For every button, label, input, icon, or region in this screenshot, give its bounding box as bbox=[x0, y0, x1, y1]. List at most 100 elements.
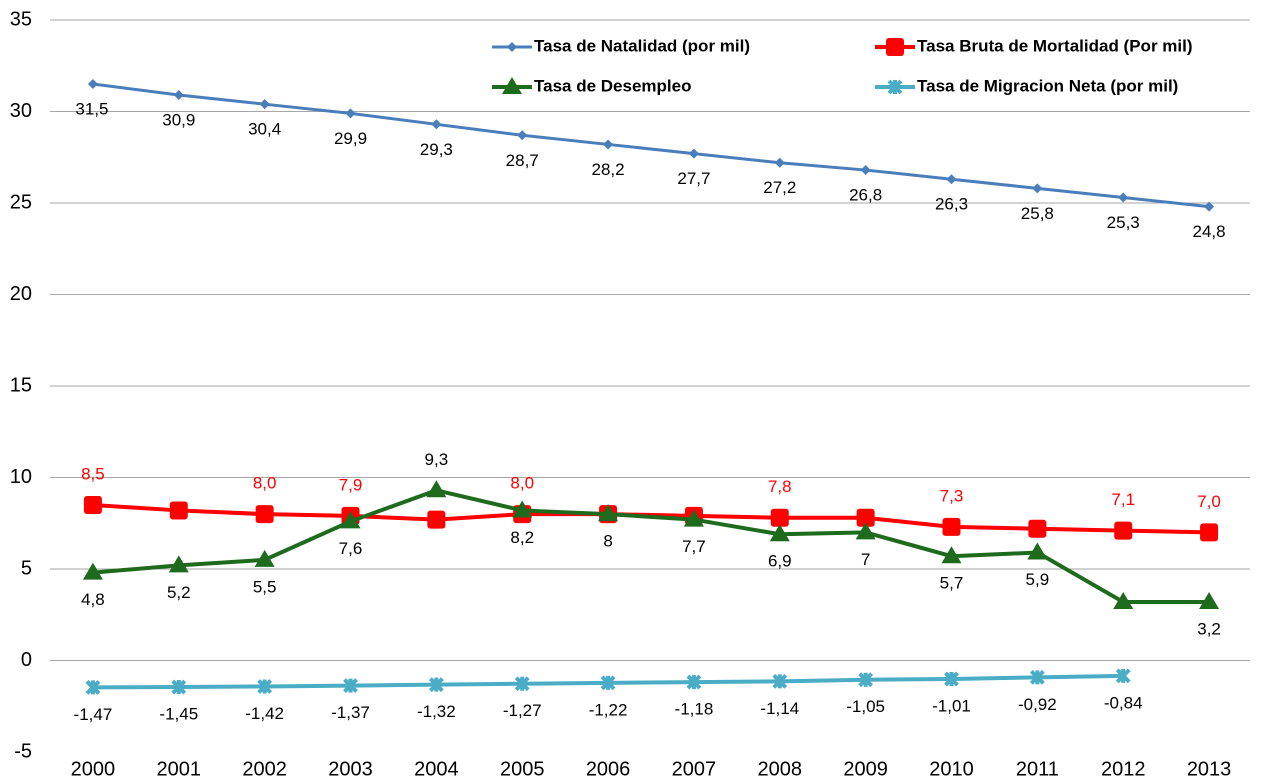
data-label: 8,2 bbox=[510, 528, 534, 547]
marker bbox=[860, 165, 871, 176]
marker bbox=[431, 119, 442, 130]
data-label: 7,3 bbox=[940, 486, 964, 505]
marker bbox=[507, 42, 517, 52]
data-label: -1,18 bbox=[675, 700, 714, 719]
marker bbox=[770, 508, 789, 527]
data-label: 30,9 bbox=[162, 111, 195, 130]
marker bbox=[82, 562, 103, 580]
data-label: -0,84 bbox=[1104, 693, 1143, 712]
marker bbox=[858, 672, 874, 688]
marker bbox=[255, 505, 274, 524]
data-label: 27,7 bbox=[677, 169, 710, 188]
y-tick-label: 15 bbox=[10, 374, 32, 396]
x-tick-label: 2004 bbox=[414, 758, 459, 780]
marker bbox=[855, 522, 876, 540]
data-label: 5,9 bbox=[1026, 570, 1050, 589]
marker bbox=[427, 510, 446, 529]
x-tick-label: 2007 bbox=[672, 758, 717, 780]
data-label: 7,7 bbox=[682, 537, 706, 556]
data-label: -1,45 bbox=[159, 705, 198, 724]
x-tick-label: 2000 bbox=[71, 758, 116, 780]
marker bbox=[502, 77, 522, 94]
marker bbox=[1032, 183, 1043, 194]
marker bbox=[254, 549, 275, 567]
legend-label: Tasa de Desempleo bbox=[534, 76, 691, 95]
x-tick-label: 2010 bbox=[929, 758, 974, 780]
x-tick-label: 2009 bbox=[843, 758, 888, 780]
data-label: -1,32 bbox=[417, 702, 456, 721]
marker bbox=[600, 675, 616, 691]
marker bbox=[169, 501, 188, 520]
marker bbox=[1028, 519, 1047, 538]
data-label: 7 bbox=[861, 550, 870, 569]
marker bbox=[512, 500, 533, 518]
marker bbox=[603, 139, 614, 150]
data-label: 28,2 bbox=[592, 160, 625, 179]
marker bbox=[343, 678, 358, 693]
marker bbox=[1027, 542, 1048, 560]
x-tick-label: 2002 bbox=[242, 758, 287, 780]
marker bbox=[514, 676, 530, 692]
data-label: 7,8 bbox=[768, 477, 792, 496]
data-label: 27,2 bbox=[763, 178, 796, 197]
x-tick-label: 2006 bbox=[586, 758, 631, 780]
data-label: 29,9 bbox=[334, 129, 367, 148]
x-tick-label: 2001 bbox=[157, 758, 202, 780]
marker bbox=[168, 555, 189, 573]
data-label: 4,8 bbox=[81, 590, 105, 609]
data-label: 7,1 bbox=[1111, 490, 1135, 509]
marker bbox=[887, 79, 903, 95]
data-label: 7,0 bbox=[1197, 492, 1221, 511]
y-tick-label: 10 bbox=[10, 466, 32, 488]
legend-label: Tasa de Natalidad (por mil) bbox=[534, 36, 750, 55]
x-tick-label: 2008 bbox=[758, 758, 803, 780]
marker bbox=[941, 546, 962, 564]
data-label: 8,0 bbox=[253, 474, 277, 493]
series-line bbox=[92, 488, 1210, 604]
data-label: 30,4 bbox=[248, 120, 281, 139]
marker bbox=[598, 504, 619, 522]
marker bbox=[345, 108, 356, 119]
y-tick-label: -5 bbox=[14, 740, 32, 762]
data-label: -1,47 bbox=[74, 705, 113, 724]
marker bbox=[87, 79, 98, 90]
legend-label: Tasa Bruta de Mortalidad (Por mil) bbox=[917, 36, 1193, 55]
marker bbox=[83, 495, 102, 514]
y-tick-label: 0 bbox=[21, 649, 32, 671]
data-label: -1,37 bbox=[331, 703, 370, 722]
data-label: -1,01 bbox=[932, 696, 971, 715]
marker bbox=[171, 679, 187, 695]
data-label: 7,9 bbox=[339, 475, 363, 494]
marker bbox=[686, 674, 702, 690]
legend-label: Tasa de Migracion Neta (por mil) bbox=[917, 76, 1178, 95]
data-label: 9,3 bbox=[425, 450, 449, 469]
marker bbox=[683, 509, 704, 527]
marker bbox=[1114, 521, 1133, 540]
y-tick-label: 30 bbox=[10, 100, 32, 122]
marker bbox=[85, 679, 101, 695]
marker bbox=[1029, 669, 1045, 685]
x-tick-label: 2012 bbox=[1101, 758, 1146, 780]
series-line bbox=[92, 82, 1210, 209]
y-tick-label: 25 bbox=[10, 191, 32, 213]
data-label: 6,9 bbox=[768, 552, 792, 571]
marker bbox=[942, 517, 961, 536]
data-label: 29,3 bbox=[420, 140, 453, 159]
marker bbox=[886, 38, 904, 56]
marker bbox=[856, 508, 875, 527]
data-label: 3,2 bbox=[1197, 619, 1221, 638]
marker bbox=[173, 90, 184, 101]
y-tick-label: 35 bbox=[10, 8, 32, 30]
data-label: 8,5 bbox=[81, 464, 105, 483]
marker bbox=[774, 157, 785, 168]
marker bbox=[1199, 591, 1220, 609]
marker bbox=[944, 671, 959, 687]
data-label: 28,7 bbox=[506, 151, 539, 170]
marker bbox=[1118, 192, 1129, 203]
data-label: -0,92 bbox=[1018, 695, 1057, 714]
marker bbox=[259, 99, 270, 110]
data-label: 8 bbox=[603, 532, 612, 551]
marker bbox=[1115, 668, 1131, 684]
data-label: 25,8 bbox=[1021, 204, 1054, 223]
data-label: 5,5 bbox=[253, 577, 277, 596]
